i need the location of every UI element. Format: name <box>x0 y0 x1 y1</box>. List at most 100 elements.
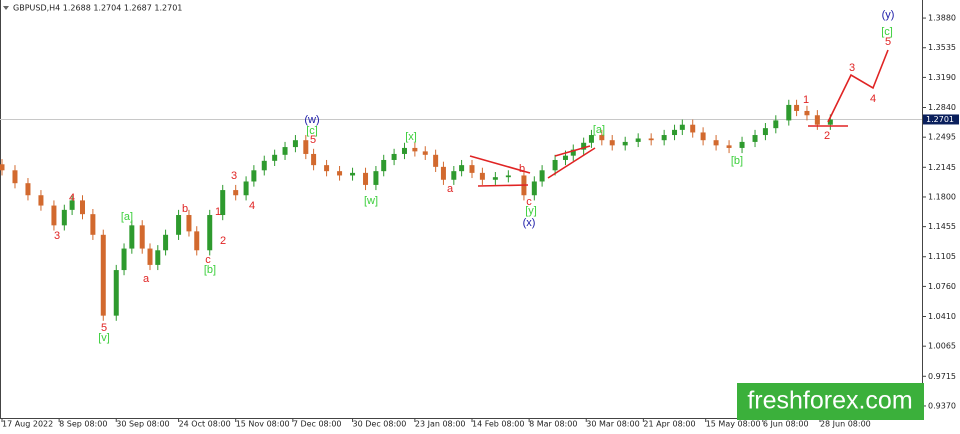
candle-body <box>469 165 475 173</box>
wave-label: (x) <box>523 217 536 229</box>
forecast-path <box>827 49 889 123</box>
x-tick-label: 15 May 08:00 <box>706 420 761 429</box>
candle-body <box>440 166 446 180</box>
y-tick-label: 1.2840 <box>928 103 956 112</box>
candle-body <box>552 159 558 171</box>
candle-body <box>311 153 317 166</box>
plot: 1.3880 1.3535 1.3190 1.2840 1.2495 1.2145 1.18… <box>0 14 959 429</box>
candle-body <box>762 128 768 136</box>
candle-body <box>635 138 641 142</box>
wave-label: 4 <box>249 200 255 212</box>
candle-body <box>690 124 696 133</box>
candle-body <box>129 225 135 249</box>
wave-label: 2 <box>220 235 226 247</box>
wave-label: 1 <box>215 206 221 218</box>
candle-body <box>100 234 106 316</box>
wave-label: a <box>447 183 454 195</box>
candle-body <box>243 181 249 196</box>
wave-label: 5 <box>885 36 891 48</box>
wave-label: 3 <box>231 170 237 182</box>
candle-body <box>61 209 67 226</box>
wave-label: 4 <box>870 93 876 105</box>
wave-label: [v] <box>98 332 110 344</box>
y-tick-label: 0.9715 <box>928 372 956 381</box>
candle-body <box>25 183 31 196</box>
candle-body <box>373 171 379 185</box>
x-tick-label: 8 Sep 08:00 <box>59 420 107 429</box>
wave-label: 3 <box>849 62 855 74</box>
candle-body <box>155 250 161 265</box>
y-tick-label: 1.1455 <box>928 222 956 231</box>
wave-label: c <box>526 196 532 208</box>
wave-label: [b] <box>731 155 743 167</box>
candle-body <box>12 170 18 184</box>
candle-body <box>121 248 127 271</box>
wave-label: b <box>182 203 188 215</box>
x-tick-label: 28 Jun 08:00 <box>820 420 871 429</box>
candle-body <box>479 172 485 180</box>
x-tick-label: 7 Dec 08:00 <box>293 420 342 429</box>
candle-body <box>739 141 745 148</box>
candle-body <box>794 104 800 111</box>
watermark-box <box>737 383 924 420</box>
y-tick-label: 1.1105 <box>928 252 956 261</box>
wave-label: (w) <box>304 114 319 126</box>
candle-body <box>451 171 457 180</box>
candle-body <box>700 132 706 141</box>
wave-lines <box>469 49 889 187</box>
x-tick-label: 17 Aug 2022 <box>2 420 53 429</box>
candle-body <box>599 135 605 141</box>
menu-arrow <box>3 6 9 10</box>
x-tick-label: 30 Sep 08:00 <box>116 420 169 429</box>
candle-body <box>207 215 213 251</box>
chart-title: GBPUSD,H4 1.2688 1.2704 1.2687 1.2701 <box>13 4 182 13</box>
candle-body <box>303 140 309 154</box>
wave-label: [b] <box>204 264 216 276</box>
candle-body <box>505 175 511 178</box>
candle-body <box>350 172 356 176</box>
candle-body <box>139 225 145 249</box>
candle-body <box>113 270 119 316</box>
watermark: freshforex.com <box>747 387 912 415</box>
candle-body <box>412 147 418 152</box>
candle-body <box>752 135 758 142</box>
wave-label: [w] <box>364 195 378 207</box>
wave-label: [a] <box>121 211 133 223</box>
wave-label: c <box>205 254 211 266</box>
wave-label: [x] <box>405 131 417 143</box>
wave-label: 2 <box>824 130 830 142</box>
candle-body <box>363 172 369 185</box>
candle-body <box>773 120 779 129</box>
candle-body <box>588 135 594 143</box>
candle-body <box>622 141 628 146</box>
wave-label: [a] <box>593 124 605 136</box>
x-tick-label: 6 Jun 08:00 <box>763 420 809 429</box>
wave-label: b <box>519 163 525 175</box>
candle-body <box>672 129 678 136</box>
candle-body <box>401 147 407 154</box>
wave-label: 1 <box>803 94 809 106</box>
candle-body <box>661 135 667 141</box>
candle-body <box>459 165 465 172</box>
x-tick-label: 15 Nov 08:00 <box>236 420 290 429</box>
candle-body <box>251 170 257 182</box>
candle-body <box>492 177 498 180</box>
wave-label: [c] <box>881 26 893 38</box>
candle-body <box>679 124 685 130</box>
wave-label: 5 <box>101 322 107 334</box>
current-price-box <box>923 114 959 125</box>
candle-body <box>827 119 833 125</box>
candle-body <box>220 190 226 216</box>
y-tick-label: 1.0410 <box>928 312 956 321</box>
y-tick-label: 1.3535 <box>928 43 956 52</box>
y-tick-label: 1.2495 <box>928 133 956 142</box>
candle-body <box>51 205 57 226</box>
current-price-label: 1.2701 <box>926 115 954 124</box>
candle-body <box>186 215 192 232</box>
candle-body <box>233 190 239 196</box>
y-tick-label: 1.1800 <box>928 192 956 201</box>
candle-body <box>79 200 85 215</box>
candle-body <box>804 110 810 116</box>
